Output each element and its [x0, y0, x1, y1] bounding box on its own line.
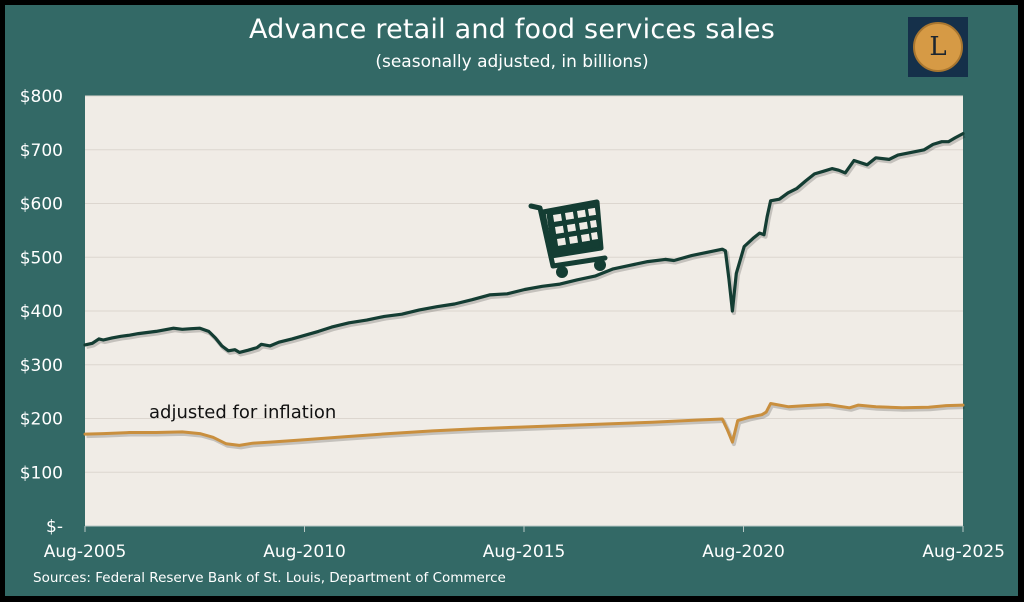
- annotation-adjusted-for-inflation: adjusted for inflation: [149, 402, 336, 423]
- y-tick-label: $-: [46, 517, 63, 537]
- logo-coin-icon: L: [913, 22, 963, 72]
- y-tick-label: $800: [20, 87, 63, 107]
- y-axis: $- $100 $200 $300 $400 $500 $600 $700 $800: [20, 87, 63, 537]
- x-tick-label: Aug-2020: [702, 542, 785, 562]
- x-tick-label: Aug-2010: [263, 542, 346, 562]
- x-tick-label: Aug-2005: [44, 542, 127, 562]
- y-tick-label: $700: [20, 141, 63, 161]
- y-tick-label: $500: [20, 248, 63, 268]
- y-tick-label: $200: [20, 410, 63, 430]
- chart-title: Advance retail and food services sales: [248, 14, 776, 45]
- y-tick-label: $100: [20, 463, 63, 483]
- chart-subtitle: (seasonally adjusted, in billions): [375, 52, 649, 72]
- y-tick-label: $600: [20, 195, 63, 215]
- x-axis: Aug-2005 Aug-2010 Aug-2015 Aug-2020 Aug-2025: [44, 525, 1005, 562]
- x-tick-label: Aug-2015: [483, 542, 566, 562]
- source-note: Sources: Federal Reserve Bank of St. Lou…: [33, 570, 506, 586]
- gridlines: [85, 95, 963, 473]
- shopping-cart-icon: [528, 199, 608, 278]
- y-tick-label: $400: [20, 302, 63, 322]
- y-tick-label: $300: [20, 356, 63, 376]
- series-line-nominal: [83, 132, 965, 354]
- x-tick-label: Aug-2025: [922, 542, 1005, 562]
- series-lines: [83, 132, 966, 450]
- logo: L: [908, 17, 968, 77]
